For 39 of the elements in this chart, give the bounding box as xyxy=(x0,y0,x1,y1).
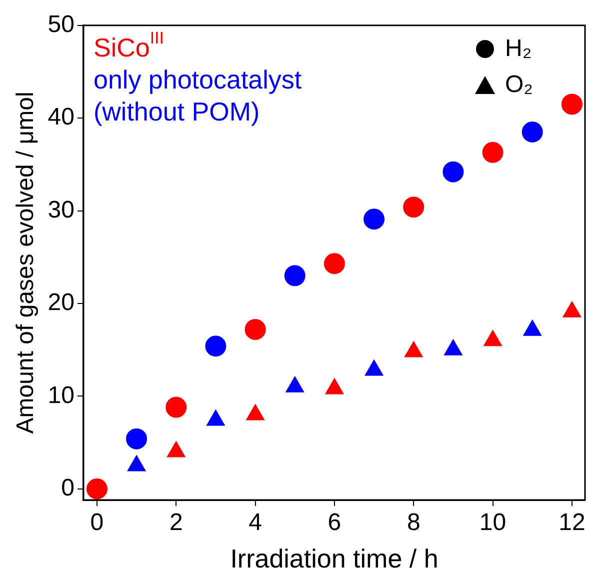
point xyxy=(206,410,225,426)
text: only photocatalyst (without POM) xyxy=(93,64,302,127)
point xyxy=(246,404,264,420)
point xyxy=(403,196,424,218)
point xyxy=(284,265,306,286)
point xyxy=(166,441,186,458)
y-tick-label: 20 xyxy=(48,289,74,316)
x-tick-label: 10 xyxy=(479,509,506,536)
x-tick-label: 2 xyxy=(169,509,183,536)
point xyxy=(364,208,385,230)
annotation: H₂ xyxy=(505,35,532,62)
point xyxy=(364,360,384,376)
y-tick-label: 40 xyxy=(48,104,74,131)
point xyxy=(244,318,266,340)
y-tick-label: 50 xyxy=(48,11,74,38)
point xyxy=(562,301,582,318)
annotation: O₂ xyxy=(505,71,533,98)
x-tick-label: 12 xyxy=(558,509,586,536)
y-axis-title: Amount of gases evolved / μmol xyxy=(12,92,40,434)
x-tick-label: 6 xyxy=(328,509,342,536)
point xyxy=(444,339,462,356)
point xyxy=(523,320,542,336)
point xyxy=(484,330,502,346)
y-tick-label: 10 xyxy=(48,382,74,409)
point xyxy=(442,161,464,182)
point xyxy=(561,94,582,115)
point xyxy=(325,378,344,394)
point xyxy=(324,253,345,274)
point xyxy=(482,142,504,163)
x-tick-label: 8 xyxy=(406,509,420,536)
point xyxy=(522,122,543,142)
x-tick-label: 0 xyxy=(90,509,104,536)
x-tick-label: 4 xyxy=(248,509,262,536)
point xyxy=(404,341,423,358)
x-axis-title: Irradiation time / h xyxy=(230,544,438,574)
y-tick-label: 30 xyxy=(48,196,74,224)
point xyxy=(127,455,146,472)
y-tick-label: 0 xyxy=(61,474,74,502)
point xyxy=(286,376,304,392)
